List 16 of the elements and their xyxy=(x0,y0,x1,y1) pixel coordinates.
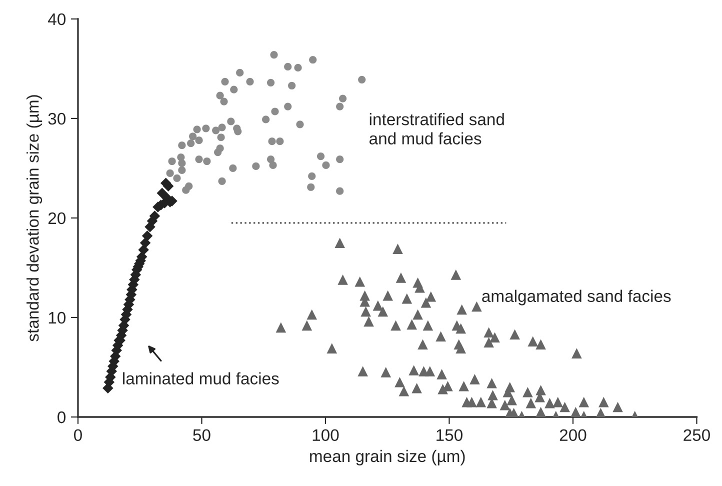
x-tick-label: 0 xyxy=(74,429,82,442)
y-tick-label: 20 xyxy=(48,212,66,224)
y-tick-label: 30 xyxy=(48,112,66,125)
y-tick-label: 10 xyxy=(48,312,66,324)
y-tick-label: 0 xyxy=(58,411,66,424)
series-label: amalgamated sand facies xyxy=(482,290,671,306)
y-tick-label: 40 xyxy=(48,13,66,26)
series-label: interstratified sand and mud facies xyxy=(370,113,504,144)
x-tick-label: 100 xyxy=(312,429,339,442)
x-tick-label: 50 xyxy=(193,429,210,442)
x-tick-label: 250 xyxy=(684,429,710,442)
x-axis-title: mean grain size (µm) xyxy=(310,450,465,466)
y-axis-title: standard devation grain size (µm) xyxy=(26,95,42,342)
x-tick-label: 150 xyxy=(436,429,462,442)
x-tick-label: 200 xyxy=(560,429,586,442)
annotation: laminated mud facies xyxy=(123,372,279,384)
